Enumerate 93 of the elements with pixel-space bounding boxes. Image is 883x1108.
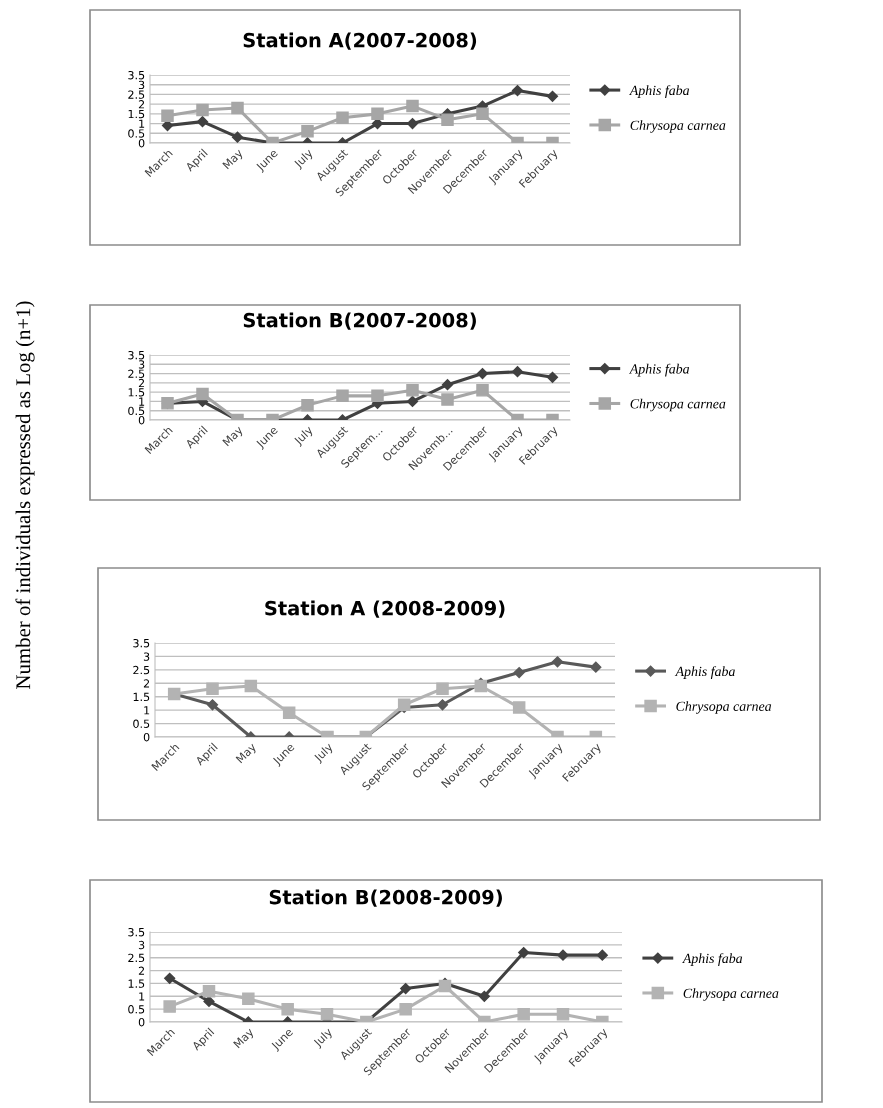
point (436, 682, 449, 695)
point (206, 699, 219, 711)
y-tick-label: 3.5 (128, 350, 145, 360)
y-tick-label: 2 (138, 966, 145, 975)
point (371, 107, 384, 121)
point (551, 656, 564, 668)
point (511, 366, 524, 378)
y-tick-label: 0.5 (128, 1005, 145, 1014)
point (513, 666, 525, 679)
point (196, 103, 209, 117)
legend-label: Chrysopa carnea (630, 398, 726, 412)
y-tick-label: 3.5 (128, 927, 145, 937)
legend-label: Chrysopa carnea (683, 988, 779, 1001)
y-tick-label: 3 (143, 652, 150, 661)
y-tick-label: 2.5 (128, 953, 145, 963)
y-tick-label: 1.5 (128, 109, 145, 119)
legend-label: Aphis faba (674, 666, 735, 679)
point (546, 90, 559, 102)
y-tick-label: 2.5 (133, 665, 150, 675)
legend-label: Chrysopa carnea (676, 701, 772, 714)
chart-title: Station B(2008-2009) (269, 889, 502, 907)
point (161, 109, 174, 123)
point (518, 946, 530, 959)
y-tick-label: 0.5 (128, 406, 145, 416)
point (400, 982, 412, 995)
legend-label: Aphis faba (629, 363, 690, 377)
chart-title: Station A(2007-2008) (243, 32, 477, 50)
point (436, 699, 449, 711)
point (301, 398, 314, 412)
point (281, 1002, 294, 1016)
y-tick-label: 0 (138, 1017, 145, 1027)
point (406, 384, 419, 397)
point (196, 116, 209, 128)
point (336, 389, 349, 403)
point (596, 949, 608, 961)
point (476, 367, 489, 380)
point (282, 706, 296, 720)
point (231, 101, 244, 115)
point (441, 379, 454, 391)
point (441, 113, 454, 126)
point (478, 990, 490, 1002)
legend-label: Aphis faba (682, 953, 743, 966)
point (242, 992, 255, 1006)
y-axis-title: Number of individuals expressed as Log (n+1) (15, 301, 35, 689)
point (399, 1002, 412, 1016)
chart-title: Station B(2007-2008) (243, 312, 476, 330)
y-tick-label: 1.5 (133, 692, 150, 702)
y-tick-label: 3 (138, 80, 145, 90)
point (301, 125, 314, 138)
point (336, 111, 349, 124)
point (476, 107, 489, 121)
point (320, 1008, 334, 1021)
point (511, 84, 524, 97)
point (231, 131, 244, 143)
point (244, 679, 258, 693)
legend-label: Chrysopa carnea (630, 120, 726, 133)
point (441, 393, 454, 406)
y-tick-label: 1.5 (128, 979, 145, 988)
point (163, 1000, 176, 1013)
y-tick-label: 1 (139, 992, 145, 1001)
y-tick-label: 0 (138, 415, 145, 425)
point (406, 99, 419, 113)
y-tick-label: 1 (144, 706, 150, 715)
y-tick-label: 1 (139, 397, 145, 406)
y-tick-label: 0 (138, 138, 145, 148)
legend-label: Aphis faba (629, 85, 690, 98)
point (476, 384, 489, 397)
y-tick-label: 2 (138, 378, 145, 388)
y-tick-label: 2 (143, 679, 150, 688)
point (202, 984, 216, 998)
point (517, 1008, 530, 1021)
y-tick-label: 1.5 (128, 388, 145, 397)
y-tick-label: 2.5 (128, 369, 145, 378)
y-tick-label: 2.5 (128, 90, 145, 99)
point (546, 371, 559, 383)
point (196, 387, 209, 401)
y-tick-label: 3 (138, 360, 145, 369)
point (512, 701, 526, 714)
y-tick-label: 3.5 (128, 70, 145, 80)
point (557, 949, 569, 961)
point (556, 1008, 570, 1021)
y-tick-label: 3 (138, 940, 145, 950)
y-tick-label: 2 (138, 100, 145, 109)
point (371, 389, 384, 403)
y-tick-label: 3.5 (133, 638, 150, 648)
y-tick-label: 0.5 (133, 719, 150, 728)
point (590, 661, 602, 673)
point (164, 972, 176, 984)
point (206, 682, 219, 695)
y-tick-label: 0 (143, 732, 150, 742)
chart-title: Station A (2008-2009) (265, 600, 505, 618)
y-tick-label: 1 (139, 119, 145, 128)
y-tick-label: 0.5 (128, 129, 145, 138)
